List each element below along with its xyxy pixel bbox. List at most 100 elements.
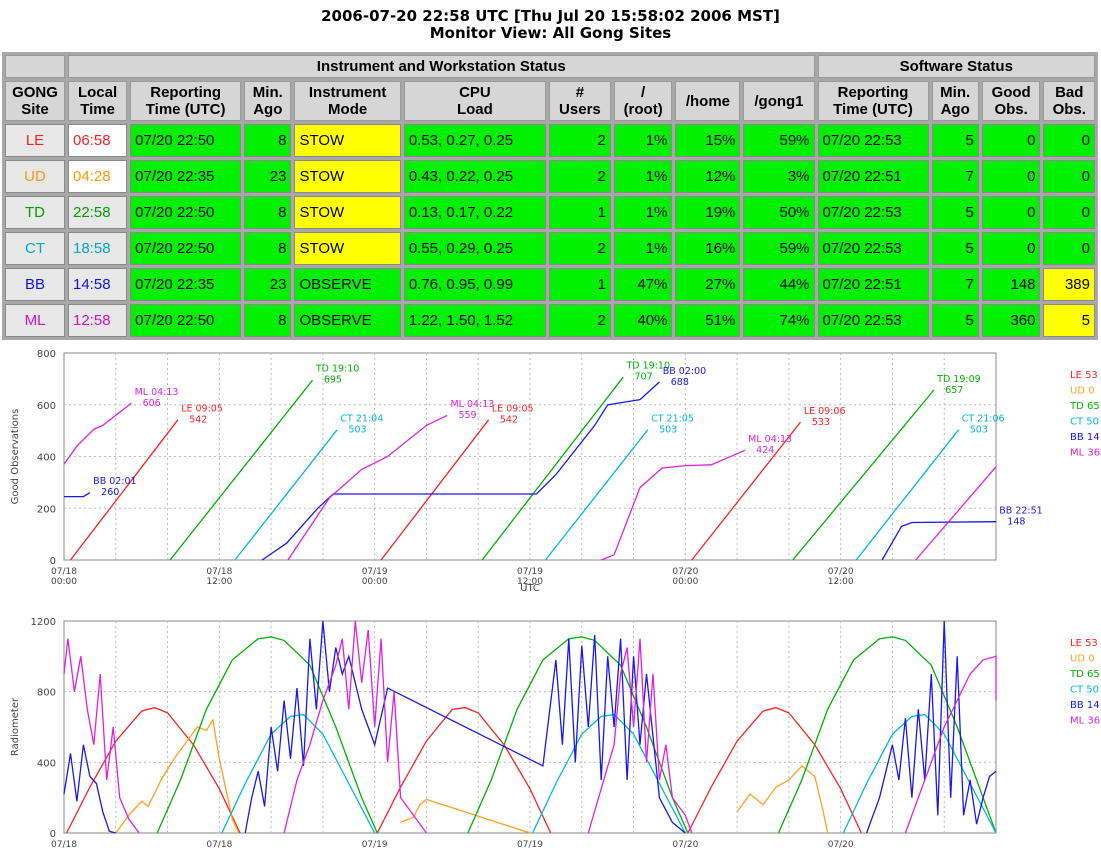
status-table-body: LE 06:58 07/20 22:50 8 STOW 0.53, 0.27, 0.25 2… <box>5 124 1095 337</box>
col-header-home: /home <box>675 81 741 121</box>
data-label-value: 695 <box>324 375 342 386</box>
x-tick-label: 07/20 <box>828 567 854 577</box>
legend-item: UD 0 <box>1070 386 1095 397</box>
series-line-ud <box>115 718 829 834</box>
data-label-value: 503 <box>348 425 366 436</box>
data-label-value: 542 <box>189 415 207 426</box>
x-tick-label: 07/20 <box>828 840 854 850</box>
cell-local-time: 18:58 <box>68 232 128 265</box>
cell-home: 27% <box>675 268 741 301</box>
cell-users: 1 <box>548 196 611 229</box>
col-header-sw-min-ago: Min. Ago <box>931 81 979 121</box>
cell-reporting-time: 07/20 22:50 <box>130 304 242 337</box>
blank-header-cell <box>5 55 65 78</box>
data-label: LE 09:05 <box>492 404 534 415</box>
cell-gong1: 74% <box>743 304 815 337</box>
cell-home: 16% <box>675 232 741 265</box>
x-axis-label: UTC <box>520 583 540 594</box>
timestamp-title: 2006-07-20 22:58 UTC [Thu Jul 20 15:58:0… <box>321 7 780 25</box>
data-label: ML 04:13 <box>135 387 179 398</box>
series-line-le <box>69 419 802 561</box>
cell-root: 1% <box>613 160 673 193</box>
data-label-value: 606 <box>143 398 161 409</box>
data-label-value: 503 <box>659 425 677 436</box>
cell-sw-min-ago: 5 <box>931 124 979 157</box>
cell-bad-obs: 5 <box>1043 304 1095 337</box>
col-header-root: / (root) <box>613 81 673 121</box>
cell-root: 1% <box>613 232 673 265</box>
col-header-local-time: Local Time <box>68 81 128 121</box>
legend-item: TD 65 <box>1069 401 1100 412</box>
data-label-value: 657 <box>945 385 963 396</box>
cell-bad-obs: 0 <box>1043 232 1095 265</box>
cell-gong1: 59% <box>743 124 815 157</box>
cell-min-ago: 8 <box>244 304 292 337</box>
cell-reporting-time: 07/20 22:50 <box>130 196 242 229</box>
x-tick-label: 07/19 <box>517 840 543 850</box>
y-tick-label: 800 <box>37 349 56 360</box>
legend-item: BB 14 <box>1070 432 1100 443</box>
data-label: CT 21:06 <box>962 414 1005 425</box>
cell-sw-reporting-time: 07/20 22:51 <box>817 160 929 193</box>
view-title: Monitor View: All Gong Sites <box>429 24 672 42</box>
data-label-value: 260 <box>101 487 119 498</box>
cell-users: 2 <box>548 304 611 337</box>
cell-local-time: 12:58 <box>68 304 128 337</box>
cell-gong1: 3% <box>743 160 815 193</box>
cell-gong-site: ML <box>5 304 65 337</box>
cell-gong-site: CT <box>5 232 65 265</box>
cell-cpu-load: 0.13, 0.17, 0.22 <box>403 196 546 229</box>
col-header-instrument-mode: Instrument Mode <box>294 81 401 121</box>
cell-instrument-mode: STOW <box>294 160 401 193</box>
legend-item: LE 53 <box>1070 638 1098 649</box>
data-label-value: 559 <box>458 410 476 421</box>
series-line-le <box>66 706 862 834</box>
cell-good-obs: 148 <box>981 268 1041 301</box>
cell-cpu-load: 0.53, 0.27, 0.25 <box>403 124 546 157</box>
good-observations-chart: 020040060080007/1800:0007/1812:0007/1900… <box>10 349 1100 594</box>
cell-good-obs: 360 <box>981 304 1041 337</box>
data-label: CT 21:04 <box>340 414 383 425</box>
cell-bad-obs: 0 <box>1043 160 1095 193</box>
cell-good-obs: 0 <box>981 160 1041 193</box>
series-line-td <box>169 376 935 561</box>
data-label-value: 148 <box>1007 517 1025 528</box>
cell-root: 1% <box>613 196 673 229</box>
col-header-good-obs: Good Obs. <box>981 81 1041 121</box>
col-header-gong1: /gong1 <box>743 81 815 121</box>
cell-reporting-time: 07/20 22:50 <box>130 232 242 265</box>
x-tick-label: 12:00 <box>828 577 854 587</box>
cell-instrument-mode: OBSERVE <box>294 268 401 301</box>
cell-users: 2 <box>548 160 611 193</box>
group-header-row: Instrument and Workstation Status Softwa… <box>5 55 1095 78</box>
data-label: BB 22:51 <box>999 506 1042 517</box>
data-label-value: 707 <box>634 372 652 383</box>
x-tick-label: 07/19 <box>362 567 388 577</box>
series-line-ml <box>63 620 997 834</box>
cell-users: 2 <box>548 124 611 157</box>
cell-gong1: 59% <box>743 232 815 265</box>
cell-home: 51% <box>675 304 741 337</box>
page-header: 2006-07-20 22:58 UTC [Thu Jul 20 15:58:0… <box>0 8 1101 42</box>
cell-good-obs: 0 <box>981 232 1041 265</box>
cell-reporting-time: 07/20 22:50 <box>130 124 242 157</box>
y-tick-label: 400 <box>37 453 56 464</box>
legend-item: ML 36 <box>1070 448 1100 459</box>
radiometer-chart: 0 400 800 1200 07/18 07/18 07/19 07/19 07/20 07/2… <box>10 617 1100 850</box>
cell-home: 19% <box>675 196 741 229</box>
cell-cpu-load: 0.76, 0.95, 0.99 <box>403 268 546 301</box>
cell-bad-obs: 0 <box>1043 196 1095 229</box>
x-tick-label: 12:00 <box>206 577 232 587</box>
cell-cpu-load: 0.55, 0.29, 0.25 <box>403 232 546 265</box>
cell-gong-site: BB <box>5 268 65 301</box>
cell-instrument-mode: STOW <box>294 124 401 157</box>
data-label-value: 542 <box>500 415 518 426</box>
y-axis-label: Good Observations <box>10 409 21 505</box>
legend-item: TD 65 <box>1069 669 1100 680</box>
data-label-value: 424 <box>756 445 774 456</box>
x-tick-label: 07/18 <box>206 840 232 850</box>
col-header-bad-obs: Bad Obs. <box>1043 81 1095 121</box>
cell-sw-reporting-time: 07/20 22:53 <box>817 232 929 265</box>
table-row: TD 22:58 07/20 22:50 8 STOW 0.13, 0.17, 0.22 1… <box>5 196 1095 229</box>
col-header-cpu-load: CPU Load <box>403 81 546 121</box>
